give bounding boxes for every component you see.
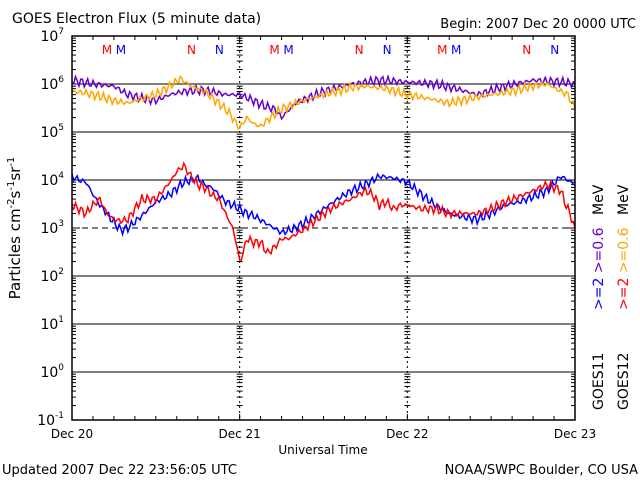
mn-marker: N (355, 43, 364, 57)
legend-goes11-2mev: >=2 (591, 278, 607, 310)
begin-time: Begin: 2007 Dec 20 0000 UTC (440, 17, 636, 32)
mn-marker: M (102, 43, 112, 57)
y-tick-label: 10-1 (37, 411, 64, 429)
mn-marker: N (383, 43, 392, 57)
x-tick-label: Dec 22 (386, 427, 428, 441)
y-tick-label: 100 (40, 363, 64, 381)
chart-title: GOES Electron Flux (5 minute data) (12, 11, 261, 27)
y-tick-label: 105 (40, 123, 64, 141)
legend-goes11-energies: >=2 >=0.6 MeV (591, 184, 607, 310)
x-tick-label: Dec 21 (219, 427, 261, 441)
x-tick-label: Dec 20 (51, 427, 93, 441)
mn-marker: M (269, 43, 279, 57)
y-axis-label: Particles cm-2s-1sr-1 (6, 157, 24, 300)
credit: NOAA/SWPC Boulder, CO USA (445, 463, 638, 478)
y-label-part: s (6, 190, 24, 198)
legend-goes12-label: GOES12 (616, 353, 632, 410)
mn-marker: N (187, 43, 196, 57)
mn-marker: N (215, 43, 224, 57)
legend-goes11-label: GOES11 (591, 353, 607, 410)
y-label-part: sr (6, 166, 24, 181)
mn-marker: M (451, 43, 461, 57)
legend-goes12-unit: MeV (616, 184, 632, 215)
y-label-sup: -2 (6, 198, 17, 208)
y-tick-label: 104 (40, 171, 64, 189)
y-tick-label: 101 (40, 315, 64, 333)
y-tick-label: 102 (40, 267, 64, 285)
series-line-goes11-2-mev (71, 172, 576, 238)
x-tick-label: Dec 23 (554, 427, 596, 441)
mn-marker: M (116, 43, 126, 57)
mn-marker: M (283, 43, 293, 57)
updated-timestamp: Updated 2007 Dec 22 23:56:05 UTC (2, 463, 237, 478)
legend-goes12-energies: >=2 >=0.6 MeV (616, 184, 632, 310)
legend: GOES11 >=2 >=0.6 MeV GOES12 >=2 >=0.6 Me… (591, 184, 632, 410)
y-tick-label: 103 (40, 219, 64, 237)
legend-goes11-unit: MeV (591, 184, 607, 215)
series-line-goes11-0-6-mev (71, 73, 576, 121)
plot-frame (71, 35, 576, 421)
y-label-sup: -1 (6, 181, 17, 191)
legend-goes12-06mev: >=0.6 (616, 227, 632, 273)
legend-goes11-06mev: >=0.6 (591, 227, 607, 273)
y-label-part: Particles cm (6, 208, 24, 299)
mn-marker: M (437, 43, 447, 57)
mn-marker: N (550, 43, 559, 57)
x-axis-label: Universal Time (278, 443, 367, 457)
series-line-goes12-0-6-mev (71, 75, 576, 130)
y-label-sup: -1 (6, 157, 17, 167)
legend-goes12-2mev: >=2 (616, 278, 632, 310)
series-line-goes12-2-mev (71, 161, 576, 262)
y-tick-label: 107 (40, 27, 64, 45)
mn-marker: N (522, 43, 531, 57)
y-tick-label: 106 (40, 75, 64, 93)
